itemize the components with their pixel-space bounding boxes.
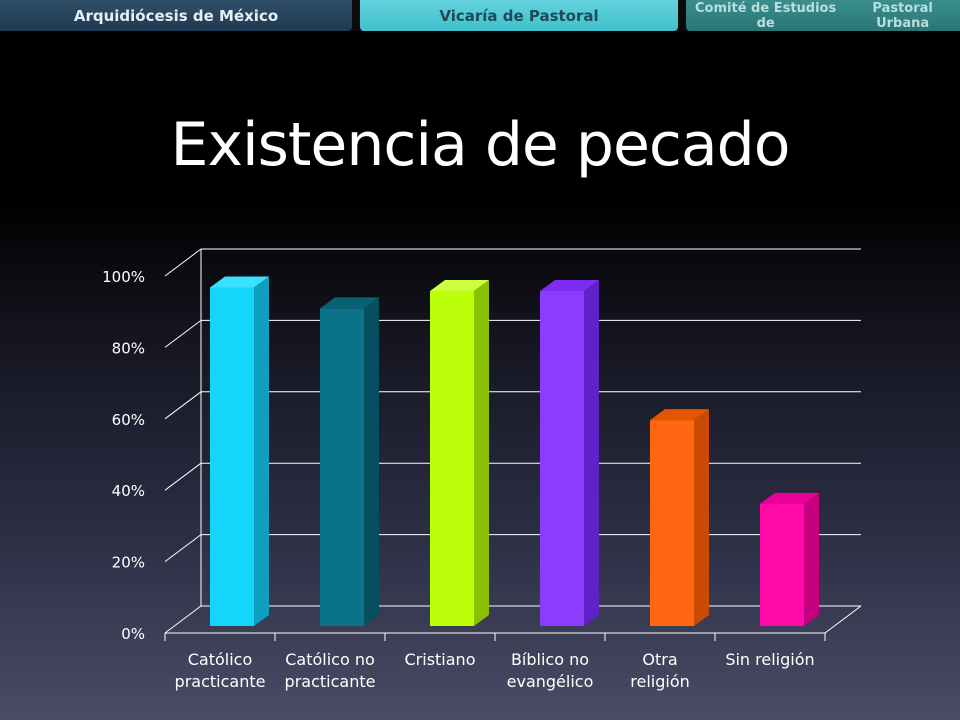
y-tick-label: 80% (112, 339, 145, 357)
bar-front (210, 287, 254, 626)
bar-side (804, 492, 819, 626)
header-banner: Arquidiócesis de México Vicaría de Pasto… (0, 0, 960, 31)
x-tick-label: Otra religión (605, 649, 715, 693)
grid-layer (164, 248, 862, 641)
bar (210, 276, 269, 626)
bar-front (540, 290, 584, 626)
y-tick-label: 40% (112, 482, 145, 500)
banner-arquidiocesis: Arquidiócesis de México (0, 0, 352, 31)
x-tick-label-line: Bíblico no (510, 650, 590, 669)
bar (760, 492, 819, 626)
x-tick-label: Cristiano (385, 649, 495, 671)
bars (210, 276, 819, 626)
x-tick-label-line: Católico no (285, 650, 375, 669)
x-tick-label-line: Sin religión (725, 650, 815, 669)
bar (650, 409, 709, 626)
y-tick-label: 100% (102, 268, 145, 286)
bar (320, 297, 379, 626)
bar-top (540, 279, 599, 291)
y-tick-label: 20% (112, 554, 145, 572)
gridline-side (164, 248, 202, 277)
banner-comite-line1: Comité de Estudios de (695, 0, 837, 31)
x-tick-label: Sin religión (715, 649, 825, 671)
bar-front (430, 290, 474, 626)
x-tick-label-line: Católico (187, 650, 253, 669)
x-tick-label: Católico no practicante (275, 649, 385, 693)
banner-comite-line2: Pastoral Urbana (872, 0, 933, 31)
gridline-side (164, 319, 202, 348)
gridline-side (164, 391, 202, 420)
banner-vicaria: Vicaría de Pastoral (360, 0, 678, 31)
x-tick-label-line: evangélico (506, 672, 594, 691)
bar-front (650, 420, 694, 626)
bar-side (474, 279, 489, 626)
y-axis-ticks: 0% 20% 40% 60% 80% 100% (102, 268, 145, 643)
bar-top (430, 279, 489, 291)
gridline-side (164, 462, 202, 491)
floor-right-edge (824, 605, 862, 634)
bar (430, 279, 489, 626)
y-tick-label: 0% (121, 625, 145, 643)
x-tick-label-line: Cristiano (404, 650, 476, 669)
x-tick-label-line: practicante (174, 672, 266, 691)
x-tick-label: Católico practicante (165, 649, 275, 693)
x-tick-label-line: practicante (284, 672, 376, 691)
x-tick-label: Bíblico no evangélico (495, 649, 605, 693)
bar-side (584, 279, 599, 626)
bar-top (760, 492, 819, 504)
bar (540, 279, 599, 626)
x-tick-label-line: religión (630, 672, 690, 691)
bar-top (650, 409, 709, 421)
y-tick-label: 60% (112, 411, 145, 429)
chart-title: Existencia de pecado (170, 110, 791, 180)
bar-front (760, 503, 804, 626)
x-tick-label-line: Otra (642, 650, 678, 669)
bar-top (210, 276, 269, 288)
bar-side (694, 409, 709, 626)
gridline-side (164, 605, 202, 634)
bar-side (364, 297, 379, 626)
bar-top (320, 297, 379, 309)
bar-side (254, 276, 269, 626)
gridline-side (164, 534, 202, 562)
banner-comite: Comité de Estudios de Pastoral Urbana (686, 0, 960, 31)
bar-front (320, 308, 364, 626)
